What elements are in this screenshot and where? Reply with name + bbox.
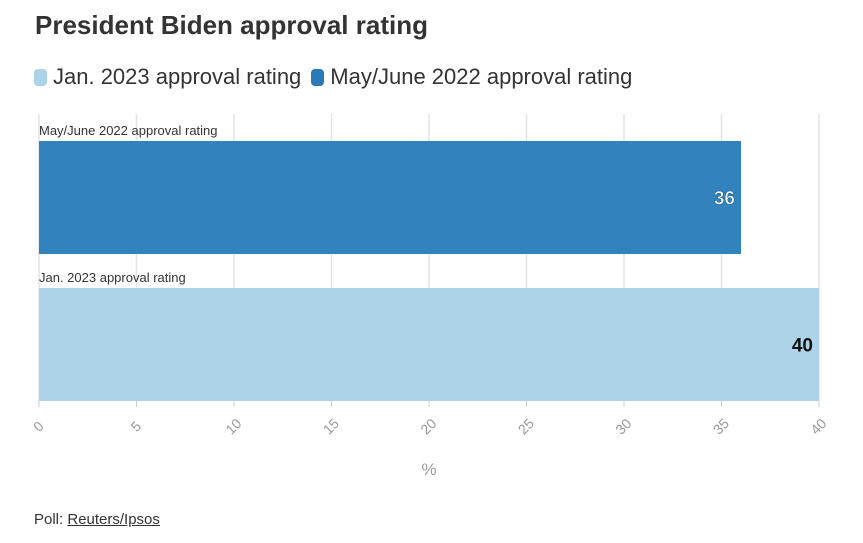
bar — [39, 288, 819, 401]
legend-item-may-june-2022: May/June 2022 approval rating — [311, 64, 632, 90]
category-label: Jan. 2023 approval rating — [39, 270, 186, 285]
footer: Poll: Reuters/Ipsos — [34, 511, 160, 528]
tick-label: 5 — [127, 418, 144, 435]
bar — [39, 141, 741, 254]
legend-label-may-june-2022: May/June 2022 approval rating — [330, 64, 633, 89]
data-label: 40 — [792, 336, 813, 357]
legend-item-jan-2023: Jan. 2023 approval rating — [34, 64, 301, 90]
legend-swatch-jan-2023 — [34, 68, 47, 86]
tick-label: 25 — [515, 415, 537, 437]
tick-label: 15 — [320, 415, 342, 437]
legend-label-jan-2023: Jan. 2023 approval rating — [53, 64, 302, 89]
tick-label: 20 — [417, 415, 439, 437]
tick-label: 10 — [222, 415, 244, 437]
source-link[interactable]: Reuters/Ipsos — [67, 511, 160, 528]
tick-label: 30 — [612, 415, 634, 437]
footer-prefix: Poll: — [34, 511, 68, 528]
chart-title: President Biden approval rating — [35, 10, 428, 40]
legend: Jan. 2023 approval rating May/June 2022 … — [34, 64, 642, 90]
category-label: May/June 2022 approval rating — [39, 123, 218, 138]
tick-label: 0 — [30, 418, 47, 435]
x-axis-title: % — [421, 460, 436, 479]
data-label: 36 — [714, 189, 735, 210]
tick-label: 35 — [710, 415, 732, 437]
tick-label: 40 — [807, 415, 829, 437]
bar-chart: May/June 2022 approval rating 36 Jan. 2023… — [30, 114, 830, 479]
legend-swatch-may-june-2022 — [311, 68, 325, 86]
